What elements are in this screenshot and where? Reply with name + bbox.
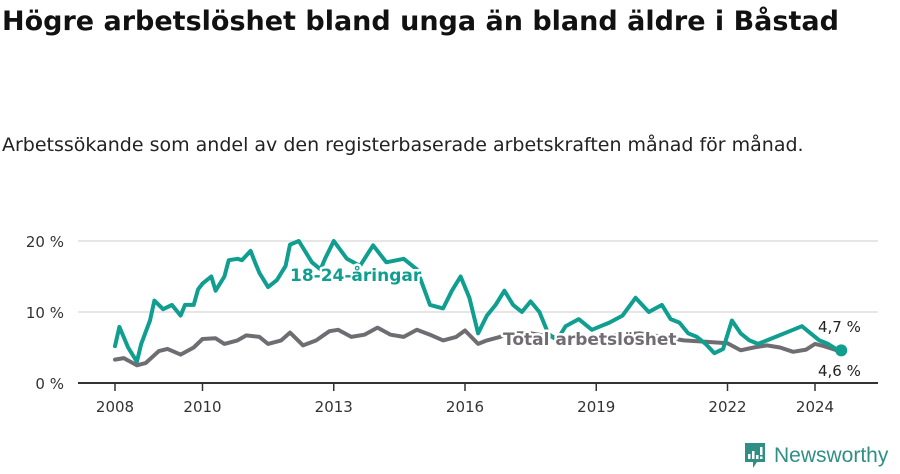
newsworthy-chart-icon [745, 443, 765, 468]
series-lines [113, 239, 848, 368]
x-tick-label: 2010 [183, 398, 221, 416]
x-tick-label: 2008 [96, 398, 134, 416]
x-tick-label: 2016 [446, 398, 484, 416]
chart-subtitle: Arbetssökande som andel av den registerb… [2, 134, 804, 156]
y-tick-label: 0 % [35, 375, 64, 393]
total-line [113, 325, 844, 368]
x-axis: 2008 2010 2013 2016 2019 2022 2024 [78, 382, 878, 416]
end-point-dot [835, 344, 848, 357]
brand-name: Newsworthy [774, 444, 889, 467]
youth-line [113, 239, 844, 364]
y-tick-label: 10 % [26, 304, 64, 322]
x-tick-label: 2024 [796, 398, 834, 416]
x-tick-label: 2013 [315, 398, 353, 416]
x-tick-label: 2022 [708, 398, 746, 416]
youth-series-label: 18-24-åringar [290, 264, 422, 286]
youth-series-label-halo: 18-24-åringar [290, 264, 422, 286]
newsworthy-logo[interactable]: Newsworthy [744, 442, 888, 470]
total-series-label: Total arbetslöshet [503, 330, 677, 350]
youth-last-value: 4,7 % [818, 318, 861, 336]
chart-title: Högre arbetslöshet bland unga än bland ä… [2, 6, 839, 37]
total-series-label-halo: Total arbetslöshet [503, 330, 677, 350]
y-axis-labels: 0 % 10 % 20 % [26, 233, 64, 393]
grid-lines [78, 240, 878, 313]
y-tick-label: 20 % [26, 233, 64, 251]
x-tick-label: 2019 [577, 398, 615, 416]
total-last-value: 4,6 % [818, 362, 861, 380]
